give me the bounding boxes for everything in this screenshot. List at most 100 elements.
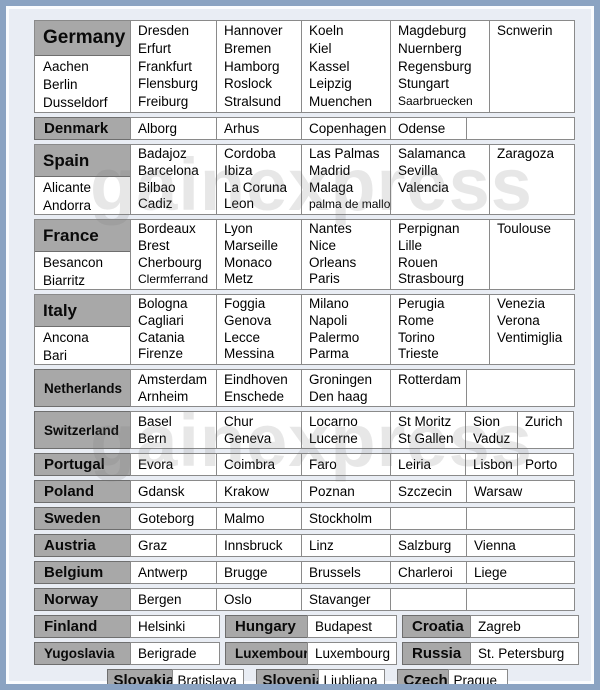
country-label-hungary: Hungary bbox=[225, 615, 308, 638]
city-name: Erfurt bbox=[138, 40, 172, 56]
country-city-pair: Yugoslavia Berigrade bbox=[34, 642, 220, 665]
city-name: Linz bbox=[309, 538, 334, 553]
city-name: Milano bbox=[309, 296, 349, 311]
city-name: Saarbruecken bbox=[398, 94, 473, 109]
country-label-slovenia: Slovenia bbox=[255, 669, 324, 684]
city-name: Bergen bbox=[138, 592, 182, 607]
city-name: Locarno bbox=[309, 414, 358, 429]
country-city-list: Alicante Andorra bbox=[35, 177, 130, 214]
row-pairs-13: Finland Helsinki Hungary Budapest Croatia Zag… bbox=[34, 615, 580, 638]
country-label-denmark: Denmark bbox=[34, 117, 131, 140]
country-name: Poland bbox=[44, 483, 95, 500]
city-name: Faro bbox=[309, 457, 337, 472]
country-city-pair: Luxembourg Luxembourg bbox=[225, 642, 397, 665]
city-name: Brussels bbox=[309, 565, 361, 580]
city-name: Barcelona bbox=[138, 162, 199, 178]
row-spain: Spain Alicante Andorra Badajoz Barcelona Bilb… bbox=[34, 144, 580, 215]
country-column-germany: Germany Aachen Berlin Dusseldorf bbox=[34, 20, 131, 113]
city-name: Prague bbox=[453, 673, 498, 688]
city-cell: Charleroi bbox=[390, 561, 467, 584]
city-name: Lucerne bbox=[309, 431, 358, 446]
row-sweden: Sweden Goteborg Malmo Stockholm bbox=[34, 507, 580, 530]
country-label-luxembourg: Luxembourg bbox=[225, 642, 317, 665]
country-name: Luxembourg bbox=[235, 646, 317, 661]
row-poland: Poland Gdansk Krakow Poznan Szczecin Warsaw bbox=[34, 480, 580, 503]
city-name: Bologna bbox=[138, 296, 188, 311]
city-name: Las Palmas bbox=[309, 146, 380, 161]
city-cell: Groningen Den haag bbox=[301, 369, 391, 407]
city-cell: Odense bbox=[390, 117, 467, 140]
country-label-czech: Czech bbox=[396, 669, 449, 684]
country-name: Hungary bbox=[235, 618, 296, 635]
city-cell: Bologna Cagliari Catania Firenze bbox=[130, 294, 217, 365]
city-name: Oslo bbox=[224, 592, 252, 607]
city-name: Stavanger bbox=[309, 592, 371, 607]
row-pairs-15: Slovakia Bratislava Slovenia Ljubljana Czech… bbox=[34, 669, 580, 688]
city-name: Biarritz bbox=[43, 273, 86, 288]
city-name: Salamanca bbox=[398, 146, 466, 161]
city-name: Regensburg bbox=[398, 58, 472, 74]
city-cell: Malmo bbox=[216, 507, 302, 530]
city-name: Toulouse bbox=[497, 221, 552, 236]
country-city-list: Aachen Berlin Dusseldorf bbox=[35, 56, 130, 112]
city-name: Foggia bbox=[224, 296, 266, 311]
empty-cell bbox=[466, 369, 575, 407]
country-name: Italy bbox=[43, 300, 78, 320]
country-name: Spain bbox=[43, 150, 90, 170]
country-city-pair: Slovenia Ljubljana bbox=[255, 669, 385, 684]
empty-cell bbox=[390, 588, 467, 611]
city-name: Alicante bbox=[43, 180, 92, 195]
city-cell: Linz bbox=[301, 534, 391, 557]
city-name: Cordoba bbox=[224, 146, 276, 161]
city-name: Graz bbox=[138, 538, 168, 553]
city-name: Andorra bbox=[43, 198, 92, 213]
city-cell: Brussels bbox=[301, 561, 391, 584]
city-name: Aachen bbox=[43, 59, 89, 74]
city-name: Poznan bbox=[309, 484, 355, 499]
city-name: Amsterdam bbox=[138, 372, 208, 387]
city-cell: Goteborg bbox=[130, 507, 217, 530]
city-cell: Lyon Marseille Monaco Metz bbox=[216, 219, 302, 290]
city-name: Vienna bbox=[474, 538, 516, 553]
city-cell: Coimbra bbox=[216, 453, 302, 476]
city-cell: Las Palmas Madrid Malaga palma de mallorca bbox=[301, 144, 407, 215]
row-norway: Norway Bergen Oslo Stavanger bbox=[34, 588, 580, 611]
city-name: Groningen bbox=[309, 372, 373, 387]
city-cell: Stockholm bbox=[301, 507, 391, 530]
city-name: Szczecin bbox=[398, 484, 453, 499]
country-label-belgium: Belgium bbox=[34, 561, 131, 584]
city-cell: Rotterdam bbox=[390, 369, 467, 407]
city-name: Koeln bbox=[309, 23, 344, 38]
country-label-croatia: Croatia bbox=[402, 615, 471, 638]
city-name: Geneva bbox=[224, 431, 272, 446]
city-name: Rouen bbox=[398, 254, 438, 270]
city-name: Berlin bbox=[43, 77, 78, 92]
city-name: Gdansk bbox=[138, 484, 185, 499]
row-portugal: Portugal Evora Coimbra Faro Leiria Lisbon Port… bbox=[34, 453, 580, 476]
city-cell: Sion Vaduz bbox=[465, 411, 518, 449]
city-name: Brest bbox=[138, 237, 170, 253]
country-label-slovakia: Slovakia bbox=[106, 669, 174, 684]
city-name: Budapest bbox=[315, 619, 373, 634]
city-cell: Milano Napoli Palermo Parma bbox=[301, 294, 391, 365]
city-cell: Helsinki bbox=[130, 615, 220, 638]
city-name: Berigrade bbox=[138, 646, 197, 661]
city-name: Bern bbox=[138, 431, 167, 446]
city-name: Firenze bbox=[138, 346, 184, 362]
city-name: Malaga bbox=[309, 179, 354, 195]
city-name: Arnheim bbox=[138, 389, 189, 404]
city-cell: Zurich bbox=[517, 411, 574, 449]
country-name: Portugal bbox=[44, 456, 105, 473]
country-city-pair: Slovakia Bratislava bbox=[106, 669, 244, 688]
city-cell: Zaragoza bbox=[489, 144, 575, 215]
city-name: Venezia bbox=[497, 296, 546, 311]
city-cell: Locarno Lucerne bbox=[301, 411, 391, 449]
city-name: Warsaw bbox=[474, 484, 523, 499]
city-name: Bratislava bbox=[177, 673, 237, 688]
country-name: Croatia bbox=[412, 618, 464, 635]
row-austria: Austria Graz Innsbruck Linz Salzburg Vienna bbox=[34, 534, 580, 557]
city-name: Stralsund bbox=[224, 94, 282, 110]
city-name: Luxembourg bbox=[315, 646, 391, 661]
city-name: St Gallen bbox=[398, 431, 454, 446]
city-cell: St. Petersburg bbox=[470, 642, 579, 665]
